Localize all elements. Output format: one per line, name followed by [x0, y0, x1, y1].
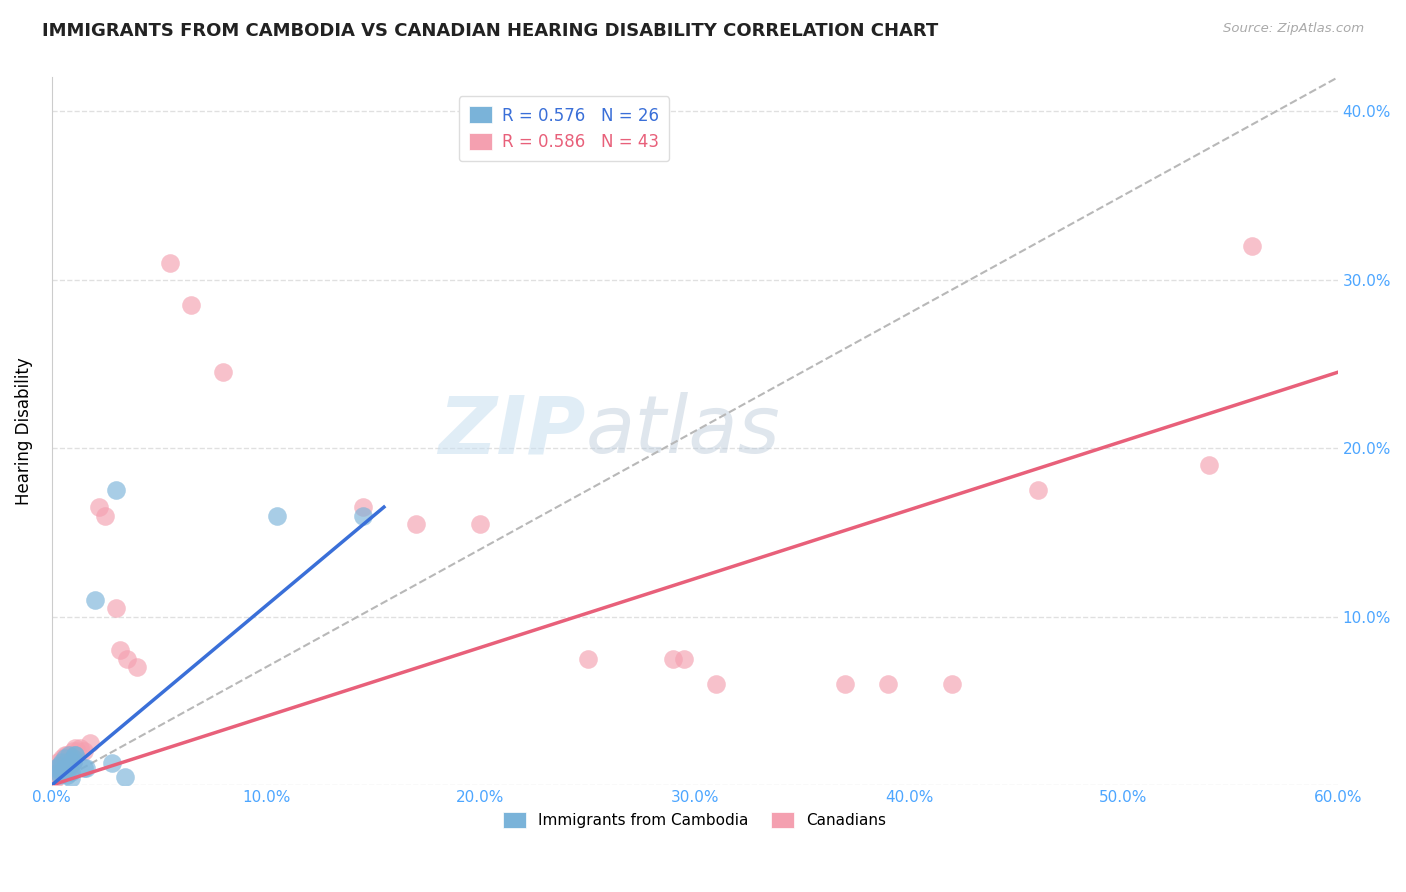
Point — [73, 761, 96, 775]
Point — [58, 751, 80, 765]
Point — [65, 747, 87, 762]
Point — [58, 747, 80, 762]
Text: atlas: atlas — [585, 392, 780, 470]
Point — [58, 761, 80, 775]
Point — [46, 755, 69, 769]
Text: ZIP: ZIP — [439, 392, 585, 470]
Point — [53, 761, 76, 775]
Point — [672, 651, 695, 665]
Point — [100, 756, 122, 771]
Point — [114, 770, 136, 784]
Point — [180, 298, 202, 312]
Point — [53, 751, 76, 765]
Point — [1240, 239, 1263, 253]
Point — [55, 761, 77, 775]
Point — [49, 757, 72, 772]
Point — [58, 757, 80, 772]
Point — [62, 751, 84, 765]
Point — [352, 500, 374, 514]
Point — [1026, 483, 1049, 498]
Text: IMMIGRANTS FROM CAMBODIA VS CANADIAN HEARING DISABILITY CORRELATION CHART: IMMIGRANTS FROM CAMBODIA VS CANADIAN HEA… — [42, 22, 938, 40]
Point — [62, 755, 84, 769]
Point — [115, 651, 138, 665]
Point — [127, 660, 149, 674]
Point — [49, 757, 72, 772]
Point — [65, 747, 87, 762]
Point — [45, 761, 67, 775]
Point — [1198, 458, 1220, 472]
Point — [94, 508, 117, 523]
Point — [352, 508, 374, 523]
Point — [46, 764, 69, 779]
Point — [704, 677, 727, 691]
Point — [662, 651, 685, 665]
Point — [105, 483, 128, 498]
Point — [159, 256, 181, 270]
Point — [83, 592, 105, 607]
Point — [60, 751, 83, 765]
Point — [51, 761, 73, 775]
Point — [53, 755, 76, 769]
Point — [51, 755, 73, 769]
Point — [62, 744, 84, 758]
Point — [60, 772, 83, 786]
Legend: Immigrants from Cambodia, Canadians: Immigrants from Cambodia, Canadians — [496, 805, 893, 834]
Point — [62, 755, 84, 769]
Point — [834, 677, 856, 691]
Point — [49, 764, 72, 779]
Point — [266, 508, 288, 523]
Point — [66, 744, 89, 758]
Point — [53, 747, 76, 762]
Point — [46, 761, 69, 775]
Point — [110, 643, 132, 657]
Point — [55, 747, 77, 762]
Point — [49, 768, 72, 782]
Point — [65, 741, 87, 756]
Point — [576, 651, 599, 665]
Point — [73, 744, 96, 758]
Point — [51, 751, 73, 765]
Point — [55, 757, 77, 772]
Point — [79, 736, 101, 750]
Point — [941, 677, 963, 691]
Point — [87, 500, 110, 514]
Point — [212, 365, 235, 379]
Point — [75, 761, 97, 775]
Point — [405, 516, 427, 531]
Point — [876, 677, 898, 691]
Point — [51, 764, 73, 779]
Point — [60, 764, 83, 779]
Y-axis label: Hearing Disability: Hearing Disability — [15, 358, 32, 505]
Point — [69, 741, 91, 756]
Point — [105, 601, 128, 615]
Text: Source: ZipAtlas.com: Source: ZipAtlas.com — [1223, 22, 1364, 36]
Point — [45, 772, 67, 786]
Point — [55, 768, 77, 782]
Point — [470, 516, 492, 531]
